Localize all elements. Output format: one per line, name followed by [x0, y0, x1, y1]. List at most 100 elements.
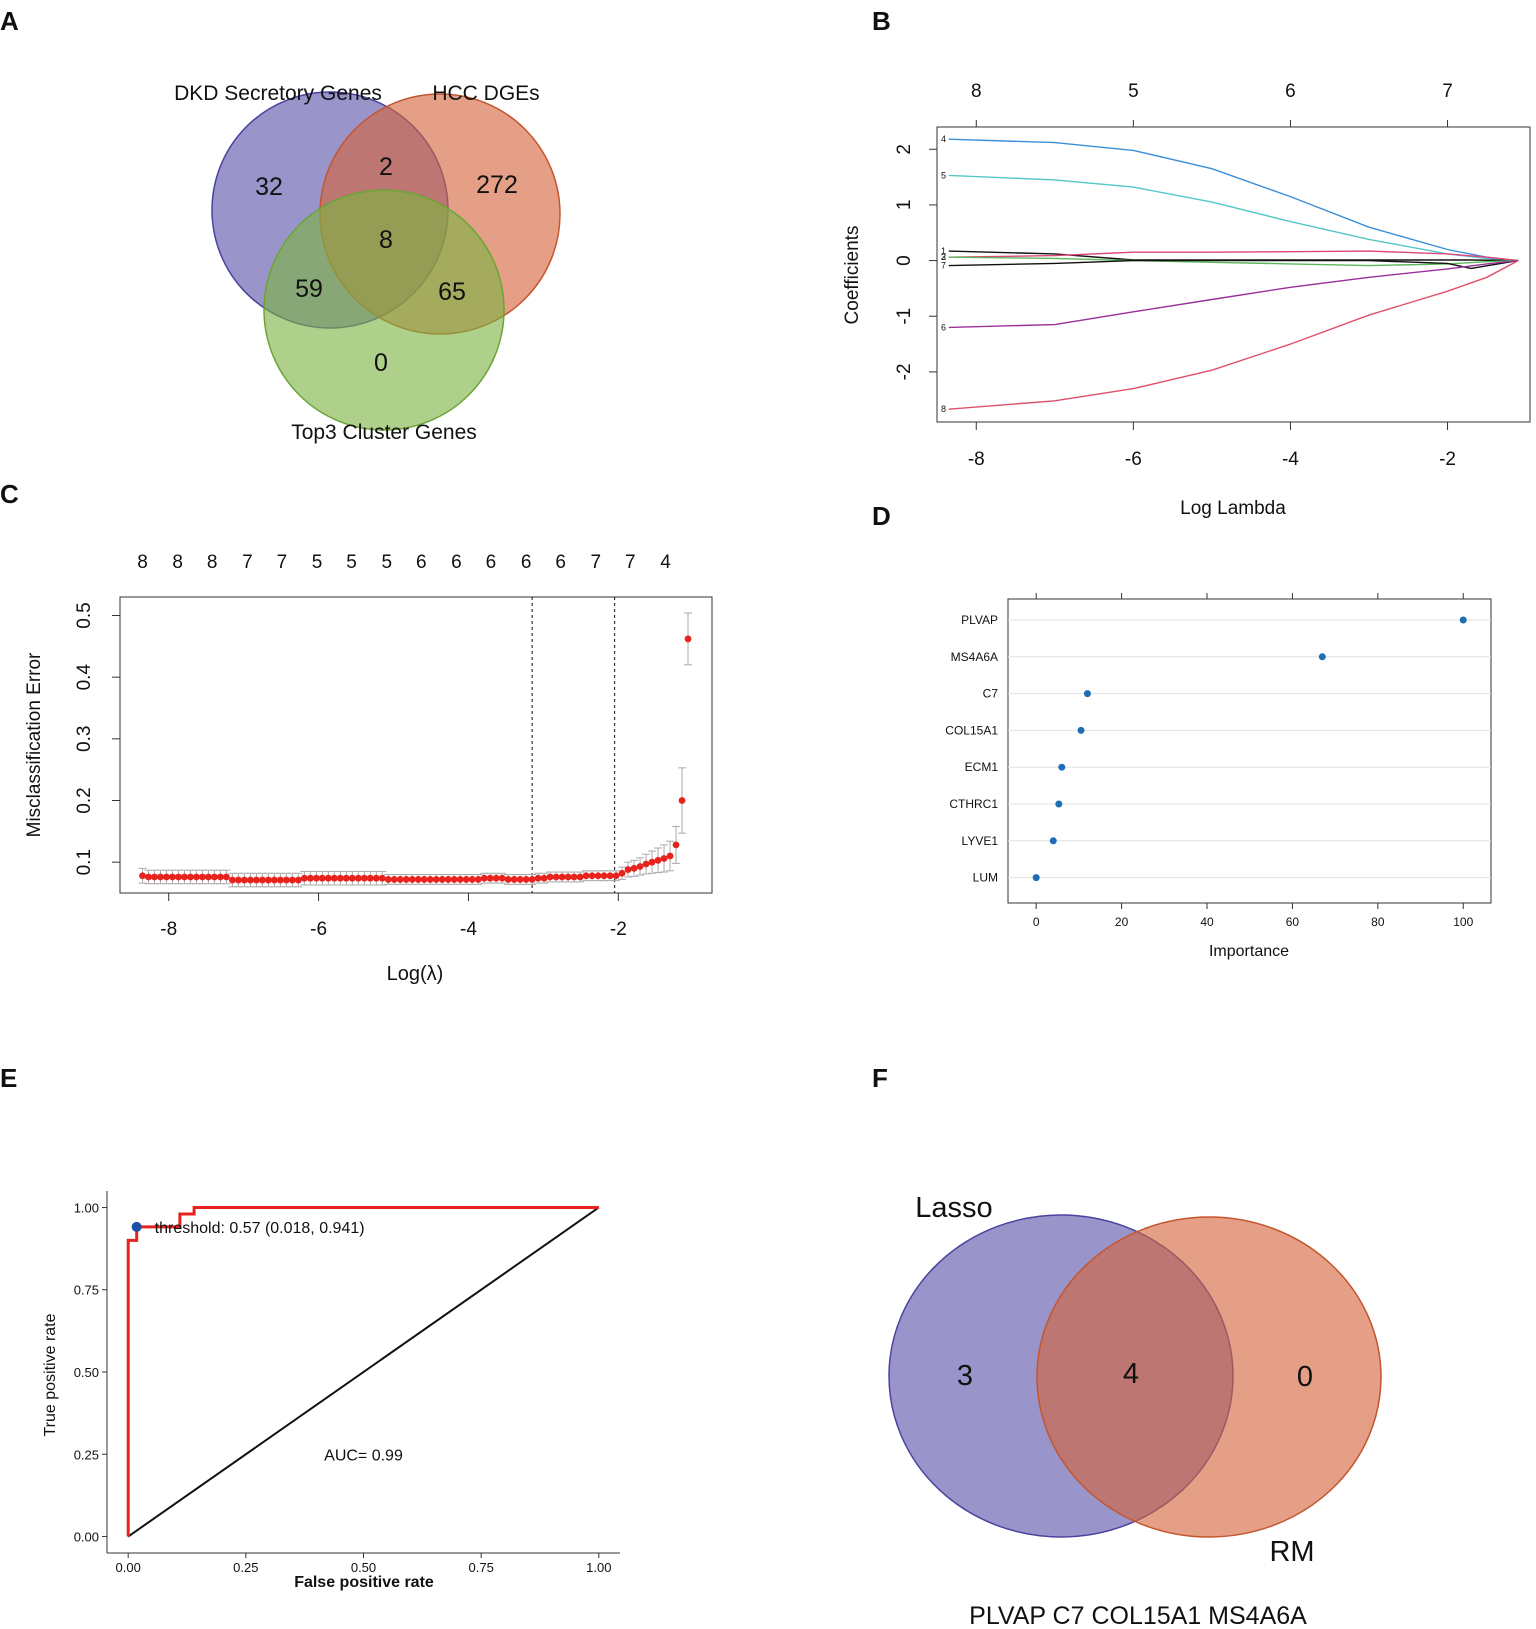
- panel-c-xtick-label: -2: [610, 919, 627, 940]
- venn-a-set-dkd-label: DKD Secretory Genes: [174, 82, 382, 105]
- panel-c-point: [504, 876, 512, 883]
- panel-c-point: [588, 872, 596, 880]
- panel-d-category-label: CTHRC1: [949, 797, 998, 811]
- panel-d-point: [1049, 837, 1057, 845]
- panel-e-threshold-point: [131, 1221, 142, 1232]
- panel-e-auc-label: AUC= 0.99: [324, 1447, 403, 1464]
- venn-a-region-dkd-only: 32: [255, 173, 283, 201]
- panel-c-point: [444, 876, 452, 883]
- panel-c-point: [175, 873, 182, 881]
- panel-c-point: [450, 876, 458, 883]
- panel-c-point: [246, 876, 254, 884]
- panel-c-point: [540, 874, 548, 882]
- venn-f-set-rm-label: RM: [1269, 1536, 1314, 1568]
- panel-c-point: [252, 876, 260, 884]
- panel-b-ytick-label: -1: [894, 308, 915, 325]
- panel-c-point: [426, 876, 434, 883]
- panel-c-point: [193, 873, 200, 881]
- panel-d-xtick-label: 20: [1115, 915, 1129, 929]
- panel-d-category-label: LYVE1: [962, 834, 999, 848]
- panel-c-point: [276, 876, 284, 884]
- panel-e-ylabel: True positive rate: [42, 1313, 59, 1436]
- panel-c-xtick-label: -4: [460, 919, 477, 940]
- panel-c-point: [612, 872, 620, 880]
- panel-c-point: [408, 876, 416, 883]
- panel-c-toptick-label: 8: [137, 552, 148, 573]
- panel-c-point: [480, 874, 488, 882]
- panel-c-point: [576, 873, 584, 881]
- panel-c-point: [534, 874, 542, 882]
- panel-f: F Lasso RM 3 4 0 PLVAP C7 COL15A1 MS4A6A: [872, 1063, 1382, 1629]
- panel-c-point: [372, 874, 380, 882]
- panel-c-point: [235, 876, 242, 884]
- venn-a-set-top3-label: Top3 Cluster Genes: [291, 421, 477, 444]
- coef-path-2: [948, 250, 1519, 262]
- panel-b-xtick-label: -8: [968, 449, 985, 470]
- panel-e-roc-curve: [126, 1206, 599, 1537]
- panel-c-point: [217, 873, 224, 881]
- panel-d-point: [1459, 616, 1467, 624]
- panel-c-point: [564, 873, 572, 881]
- panel-b-ytick-label: 2: [894, 144, 915, 155]
- panel-c-point: [474, 876, 482, 883]
- panel-c-point: [348, 874, 356, 882]
- panel-d-category-label: MS4A6A: [951, 650, 998, 664]
- panel-c-point: [360, 874, 368, 882]
- venn-f-region-lasso-only: 3: [957, 1360, 973, 1392]
- panel-c-point: [672, 841, 680, 849]
- panel-c-point: [654, 856, 662, 864]
- panel-b-toptick-label: 7: [1442, 81, 1453, 102]
- panel-e-ytick-label: 0.00: [74, 1530, 99, 1545]
- panel-c-point: [552, 873, 560, 881]
- panel-e-content: 0.00 0.25 0.50 0.75 1.00 0.00 0.25 0.50 0.75 1.00…: [74, 1191, 620, 1575]
- coef-path-label-4: 4: [941, 134, 946, 144]
- panel-c-ytick-label: 0.5: [74, 602, 95, 628]
- panel-b-ytick-label: 1: [894, 200, 915, 211]
- coef-path-5: [948, 174, 1519, 262]
- panel-d-point: [1318, 653, 1326, 661]
- panel-e-ytick-label: 0.25: [74, 1447, 99, 1462]
- panel-d: D PLVAP MS4A6A C7 COL15A1 ECM1 CTHRC1 LYVE1 LUM…: [872, 501, 1492, 960]
- coef-path-label-8: 8: [941, 404, 946, 414]
- panel-e-ytick-label: 1.00: [74, 1200, 99, 1215]
- panel-e-xlabel: False positive rate: [294, 1574, 434, 1591]
- panel-c-point: [300, 874, 308, 882]
- panel-a-label: A: [0, 6, 19, 36]
- panel-b-xtick-label: -6: [1125, 449, 1142, 470]
- panel-c-ytick-label: 0.3: [74, 726, 95, 752]
- panel-c-point: [630, 864, 638, 872]
- panel-d-point: [1077, 726, 1085, 734]
- panel-c-toptick-label: 7: [242, 552, 253, 573]
- panel-c: C -8 -6 -4 -2 0.1 0.2 0.3 0.4 0.5 8 8 8 7 7 5 5 5 6 6 6 6 6 7 7…: [0, 479, 713, 985]
- panel-c-point: [684, 635, 692, 643]
- panel-c-point: [282, 876, 290, 884]
- panel-c-toptick-label: 8: [172, 552, 183, 573]
- panel-c-point: [606, 872, 614, 880]
- panel-c-point: [318, 874, 326, 882]
- coef-path-label-1: 1: [941, 246, 946, 256]
- panel-c-point: [324, 874, 332, 882]
- coef-path-label-2: 2: [941, 252, 946, 262]
- panel-d-category-label: ECM1: [965, 760, 999, 774]
- panel-c-point: [157, 873, 164, 881]
- panel-c-point: [223, 873, 230, 881]
- panel-c-point: [522, 876, 530, 883]
- panel-c-xtick-label: -6: [310, 919, 327, 940]
- panel-c-toptick-label: 5: [381, 552, 392, 573]
- panel-c-point: [139, 872, 146, 880]
- coef-path-4: [948, 138, 1519, 262]
- panel-f-label: F: [872, 1063, 888, 1093]
- venn-a-circle-top3: [263, 189, 505, 431]
- venn-f-set-lasso-label: Lasso: [915, 1192, 992, 1224]
- panel-c-toptick-label: 6: [486, 552, 497, 573]
- panel-d-content: PLVAP MS4A6A C7 COL15A1 ECM1 CTHRC1 LYVE1 LUM 0 2…: [945, 593, 1491, 929]
- panel-c-point: [336, 874, 344, 882]
- venn-f-footer: PLVAP C7 COL15A1 MS4A6A: [969, 1602, 1307, 1629]
- panel-c-toptick-label: 8: [207, 552, 218, 573]
- panel-c-point: [468, 876, 476, 883]
- panel-c-toptick-label: 6: [521, 552, 532, 573]
- panel-c-point: [456, 876, 464, 883]
- panel-e-label: E: [0, 1063, 17, 1093]
